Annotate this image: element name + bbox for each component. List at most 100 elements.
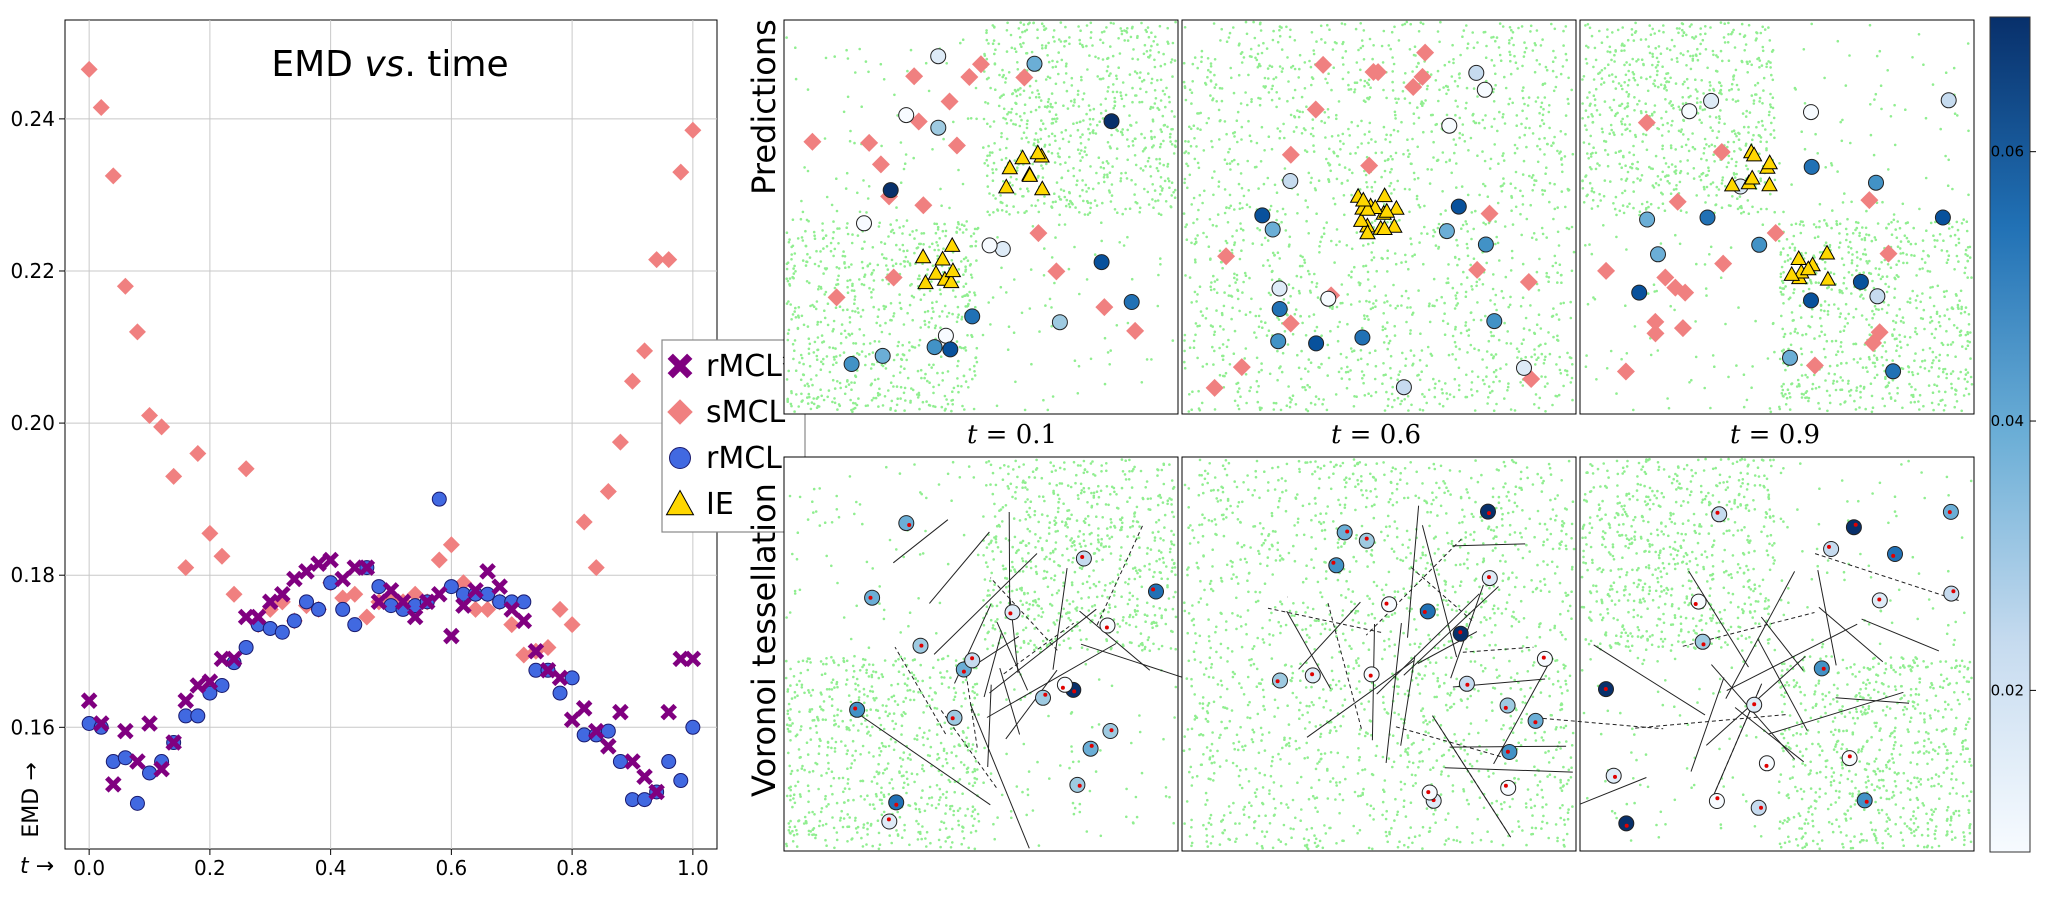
rmcl-point (347, 617, 363, 633)
x-tick-label: 0.8 (556, 856, 588, 880)
smcl-point (539, 638, 557, 656)
emd-xlabel: t → (20, 854, 54, 879)
smcl-point (551, 600, 569, 618)
x-tick-label: 0.6 (435, 856, 467, 880)
smcl-point (128, 323, 146, 341)
smcl-point (225, 585, 243, 603)
smcl-point (479, 600, 497, 618)
rmcl-star-point (298, 563, 315, 580)
smcl-point (189, 445, 207, 463)
rmcl-star-point (310, 555, 327, 573)
rmcl-point (298, 594, 314, 610)
smcl-point (346, 585, 364, 603)
smcl-point (153, 418, 171, 436)
hypothesis-markers (1598, 503, 1960, 832)
emd-plot: 0.0 0.2 0.4 0.6 0.8 1.0 0.16 0.18 0.20 0.22 0.24 E… (10, 19, 718, 880)
smcl-point (237, 460, 255, 478)
rmcl-point (685, 719, 701, 735)
smcl-point (503, 616, 521, 634)
hypothesis-markers (1272, 503, 1553, 809)
rmcl-star-point (600, 738, 617, 755)
smcl-point (358, 608, 376, 626)
legend-marker-rmcl-star (667, 353, 693, 379)
x-tick-label: 0.2 (194, 856, 226, 880)
hypothesis-markers (803, 48, 1145, 372)
smcl-point (599, 483, 617, 501)
smcl-point (454, 574, 472, 592)
smcl-point (165, 467, 183, 485)
y-tick-label: 0.20 (10, 411, 55, 435)
prediction-panel-3 (1579, 19, 1975, 415)
row-label-predictions: Predictions (745, 19, 783, 195)
x-tick-label: 0.0 (73, 856, 105, 880)
rmcl-star-point (587, 722, 605, 740)
rmcl-star-point (322, 551, 339, 569)
sample-points (785, 20, 1178, 414)
smcl-point (563, 616, 581, 634)
rmcl-star-point (382, 582, 400, 599)
rmcl-star-point (491, 578, 508, 595)
colorbar: 0.06 0.04 0.02 (1989, 16, 2036, 853)
emd-ylabel: EMD → (19, 762, 44, 837)
emd-plot-area (64, 19, 718, 850)
voronoi-edges (1267, 505, 1573, 838)
rmcl-star-point (117, 722, 134, 740)
hypothesis-markers (849, 515, 1164, 830)
y-tick-label: 0.18 (10, 563, 55, 587)
rmcl-star-point (539, 662, 557, 679)
rmcl-star-point (358, 559, 376, 576)
rmcl-point (443, 579, 459, 595)
rmcl-star-point (455, 597, 472, 614)
smcl-point (467, 600, 485, 618)
legend-label: rMCL* (706, 349, 797, 384)
smcl-point (141, 406, 159, 424)
rmcl-star-point (177, 692, 195, 709)
colorbar-gradient (1989, 16, 2031, 853)
rmcl-star-point (479, 563, 496, 580)
rmcl-star-point (249, 608, 267, 626)
smcl-point (623, 372, 641, 390)
legend-label: IE (706, 487, 734, 522)
rmcl-star-point (660, 703, 677, 721)
rmcl-star-point (141, 715, 158, 732)
colorbar-tick-label: 0.02 (1991, 681, 2024, 699)
smcl-point (116, 277, 134, 295)
emd-title: EMD vs. time (271, 44, 508, 85)
y-tick-label: 0.22 (10, 259, 55, 283)
smcl-point (442, 536, 460, 554)
time-label-2: t = 0.6 (1331, 420, 1421, 450)
rmcl-star-point (261, 593, 279, 611)
rmcl-star-point (225, 650, 243, 668)
voronoi-panel-3 (1542, 456, 1975, 852)
hypothesis-markers (1597, 92, 1957, 381)
rmcl-star-point (684, 650, 702, 668)
rmcl-star-point (503, 601, 521, 618)
rmcl-point (661, 754, 677, 770)
sample-points (784, 458, 1178, 851)
rmcl-star-point (575, 700, 593, 717)
time-label-1: t = 0.1 (967, 420, 1057, 450)
rmcl-point (274, 624, 290, 640)
rmcl-star-point (274, 585, 291, 603)
rmcl-point (238, 639, 254, 655)
rmcl-star-point (394, 593, 412, 611)
rmcl-star-point (515, 612, 533, 630)
x-tick-label: 0.4 (315, 856, 347, 880)
legend-marker-ie (665, 489, 695, 516)
prediction-panel-2 (1181, 19, 1577, 415)
legend-label: sMCL (706, 395, 785, 430)
rmcl-star-point (334, 570, 351, 588)
time-label-3: t = 0.9 (1730, 420, 1820, 450)
colorbar-tick-label: 0.06 (1991, 143, 2024, 161)
smcl-point (406, 585, 424, 603)
rmcl-star-point (153, 760, 170, 778)
rmcl-star-point (105, 776, 122, 793)
rmcl-point (129, 795, 145, 811)
rmcl-star-point (418, 593, 436, 611)
rmcl-star-point (551, 669, 569, 687)
rmcl-star-point (165, 734, 182, 751)
x-tick-label: 1.0 (677, 856, 709, 880)
sample-points (1182, 458, 1576, 851)
smcl-point (672, 163, 690, 181)
